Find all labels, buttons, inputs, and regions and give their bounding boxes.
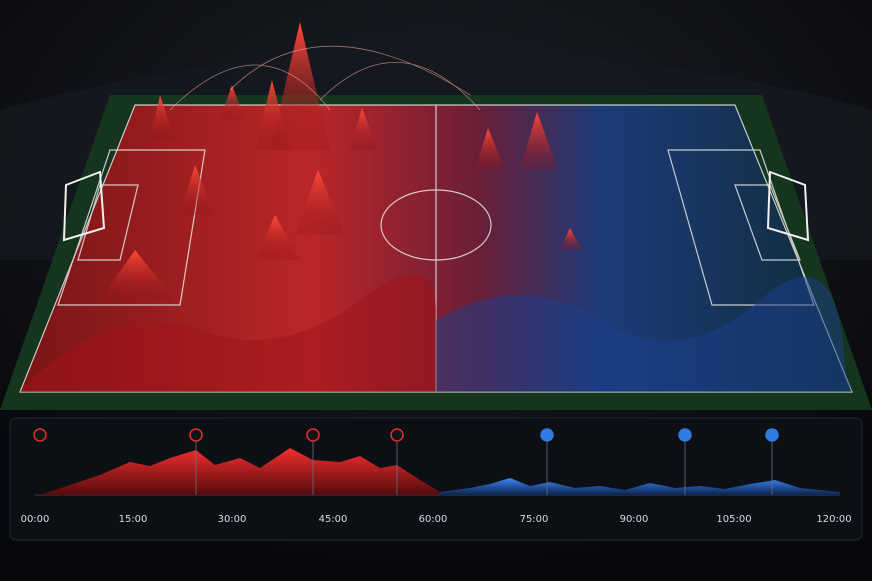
goals — [62, 170, 810, 242]
tick-label: 45:00 — [319, 514, 348, 525]
event-markers — [33, 428, 779, 442]
timeline-panel — [9, 417, 863, 541]
timeline-ticks: 00:00 15:00 30:00 45:00 60:00 75:00 90:0… — [21, 514, 852, 525]
tick-label: 120:00 — [816, 514, 851, 525]
heat-wave-red — [20, 274, 437, 392]
tick-label: 90:00 — [620, 514, 649, 525]
timeline-area-red — [40, 448, 440, 495]
event-stems — [195, 442, 773, 495]
tick-label: 15:00 — [119, 514, 148, 525]
heat-peaks — [100, 22, 582, 300]
timeline-area-blue — [440, 478, 840, 495]
tick-label: 75:00 — [520, 514, 549, 525]
heat-wave-blue — [436, 276, 852, 392]
tick-label: 105:00 — [716, 514, 751, 525]
pass-arcs — [169, 45, 481, 111]
tick-label: 00:00 — [21, 514, 50, 525]
tick-label: 30:00 — [218, 514, 247, 525]
tick-label: 60:00 — [419, 514, 448, 525]
